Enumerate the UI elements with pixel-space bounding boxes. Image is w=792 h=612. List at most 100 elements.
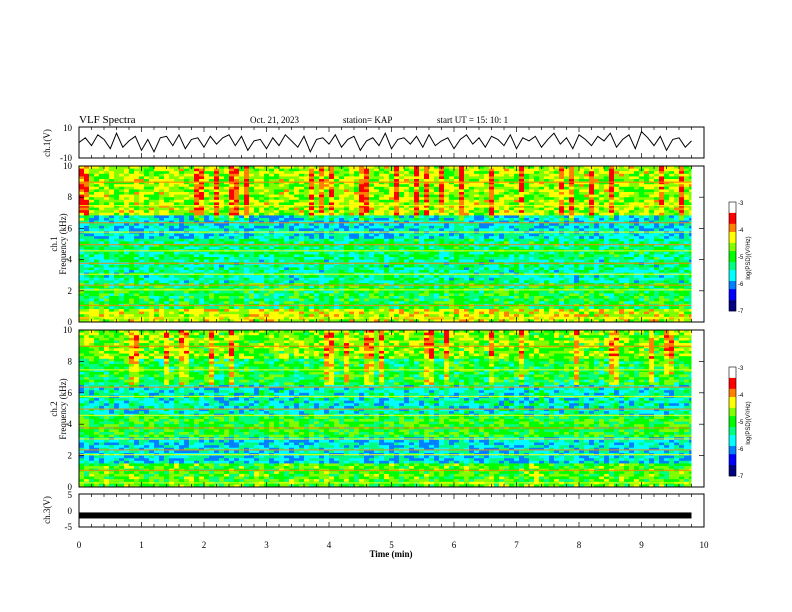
spectrogram-cell — [529, 171, 535, 175]
spectrogram-cell — [669, 228, 675, 232]
spectrogram-cell — [614, 207, 620, 211]
spectrogram-cell — [459, 171, 465, 175]
spectrogram-cell — [104, 236, 110, 240]
spectrogram-cell — [534, 223, 540, 227]
spectrogram-cell — [299, 199, 305, 203]
spectrogram-cell — [234, 212, 240, 216]
spectrogram-cell — [584, 228, 590, 232]
spectrogram-cell — [149, 233, 155, 237]
spectrogram-cell — [99, 205, 105, 208]
spectrogram-cell — [114, 251, 120, 255]
spectrogram-cell — [149, 173, 155, 177]
spectrogram-cell — [394, 210, 400, 214]
spectrogram-cell — [589, 264, 595, 268]
spectrogram-cell — [579, 210, 585, 214]
spectrogram-cell — [654, 246, 660, 250]
spectrogram-cell — [439, 194, 445, 198]
spectrogram-cell — [209, 254, 215, 258]
spectrogram-cell — [129, 223, 135, 227]
spectrogram-cell — [509, 181, 515, 185]
spectrogram-cell — [454, 251, 460, 255]
spectrogram-cell — [169, 210, 175, 214]
spectrogram-cell — [529, 264, 535, 268]
spectrogram-cell — [359, 210, 365, 214]
spectrogram-cell — [114, 171, 120, 175]
spectrogram-cell — [129, 233, 135, 237]
spectrogram-cell — [424, 205, 430, 208]
spectrogram-cell — [614, 267, 620, 271]
spectrogram-cell — [569, 212, 575, 216]
spectrogram-cell — [629, 197, 635, 201]
spectrogram-cell — [519, 241, 525, 245]
spectrogram-cell — [369, 210, 375, 214]
spectrogram-cell — [484, 168, 490, 172]
spectrogram-cell — [259, 251, 265, 255]
spectrogram-cell — [319, 186, 325, 190]
spectrogram-cell — [499, 207, 505, 211]
spectrogram-cell — [114, 264, 120, 268]
spectrogram-cell — [414, 246, 420, 250]
spectrogram-cell — [684, 212, 690, 216]
spectrogram-cell — [159, 173, 165, 177]
spectrogram-cell — [589, 228, 595, 232]
spectrogram-cell — [294, 241, 300, 245]
spectrogram-cell — [204, 166, 210, 169]
spectrogram-cell — [99, 197, 105, 201]
spectrogram-cell — [144, 184, 150, 188]
spectrogram-cell — [219, 207, 225, 211]
spectrogram-cell — [404, 202, 410, 206]
spectrogram-cell — [249, 171, 255, 175]
spectrogram-cell — [269, 179, 275, 182]
spectrogram-cell — [379, 244, 385, 247]
spectrogram-cell — [449, 176, 455, 180]
spectrogram-cell — [619, 241, 625, 245]
spectrogram-cell — [384, 257, 390, 260]
spectrogram-cell — [189, 238, 195, 242]
spectrogram-cell — [454, 220, 460, 224]
spectrogram-cell — [474, 210, 480, 214]
spectrogram-cell — [524, 194, 530, 198]
spectrogram-cell — [284, 194, 290, 198]
spectrogram-cell — [424, 264, 430, 268]
spectrogram-cell — [109, 259, 115, 263]
spectrogram-cell — [474, 238, 480, 242]
spectrogram-cell — [454, 202, 460, 206]
spectrogram-cell — [179, 176, 185, 180]
spectrogram-cell — [419, 228, 425, 232]
spectrogram-cell — [334, 212, 340, 216]
spectrogram-cell — [359, 166, 365, 169]
spectrogram-cell — [309, 241, 315, 245]
spectrogram-cell — [559, 241, 565, 245]
spectrogram-cell — [494, 215, 500, 219]
spectrogram-cell — [464, 186, 470, 190]
spectrogram-cell — [304, 173, 310, 177]
spectrogram-cell — [449, 254, 455, 258]
spectrogram-cell — [484, 225, 490, 229]
spectrogram-cell — [369, 244, 375, 247]
spectrogram-cell — [519, 181, 525, 185]
spectrogram-cell — [554, 184, 560, 188]
spectrogram-cell — [614, 194, 620, 198]
spectrogram-cell — [379, 218, 385, 221]
spectrogram-cell — [549, 238, 555, 242]
spectrogram-cell — [454, 205, 460, 208]
spectrogram-cell — [349, 264, 355, 268]
spectrogram-cell — [349, 267, 355, 271]
spectrogram-cell — [494, 181, 500, 185]
spectrogram-cell — [119, 223, 125, 227]
spectrogram-cell — [109, 179, 115, 182]
spectrogram-cell — [194, 236, 200, 240]
spectrogram-cell — [479, 212, 485, 216]
spectrogram-cell — [214, 223, 220, 227]
spectrogram-cell — [294, 207, 300, 211]
spectrogram-cell — [674, 181, 680, 185]
spectrogram-cell — [209, 205, 215, 208]
spectrogram-cell — [164, 257, 170, 260]
spectrogram-cell — [569, 233, 575, 237]
spectrogram-cell — [84, 212, 90, 216]
spectrogram-cell — [414, 241, 420, 245]
spectrogram-cell — [154, 181, 160, 185]
spectrogram-cell — [549, 218, 555, 221]
spectrogram-cell — [439, 197, 445, 201]
spectrogram-cell — [369, 205, 375, 208]
